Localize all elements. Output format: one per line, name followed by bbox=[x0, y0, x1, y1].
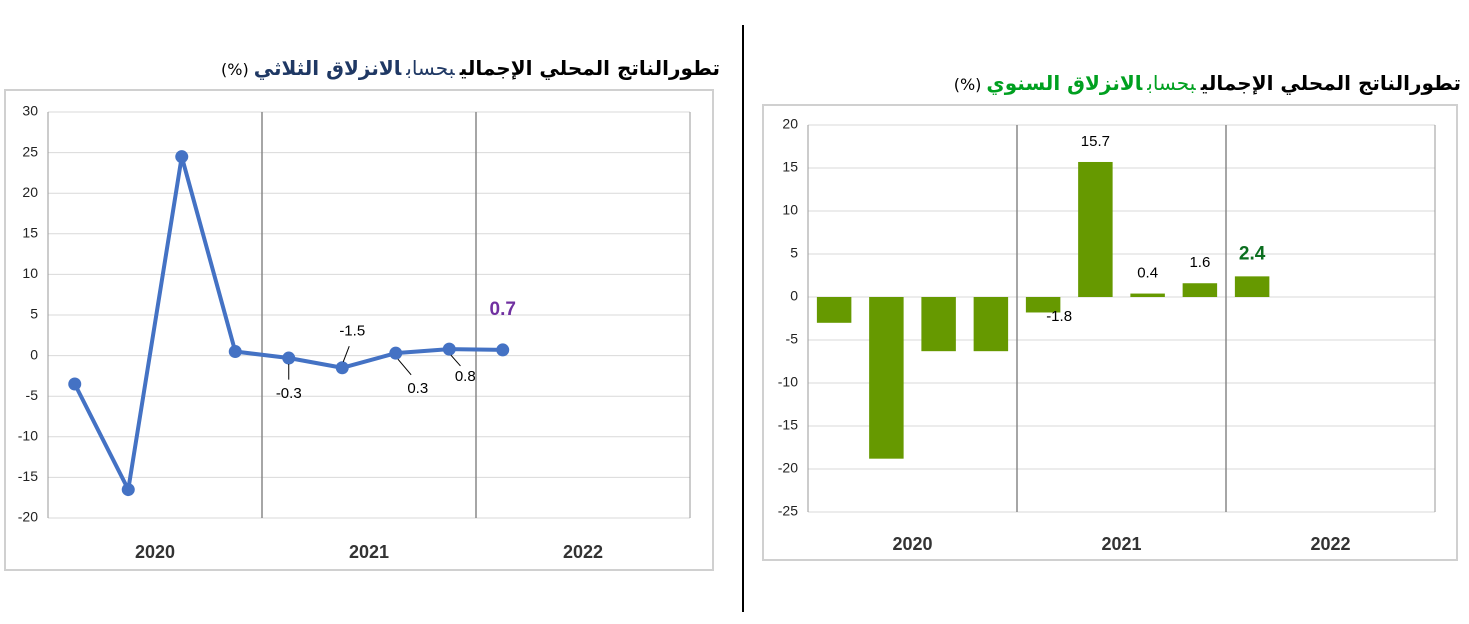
title-part: بحساب bbox=[1147, 71, 1196, 95]
y-tick-label: -20 bbox=[18, 509, 38, 525]
title-part: (%) bbox=[953, 75, 982, 94]
y-tick-label: 10 bbox=[22, 265, 38, 281]
point bbox=[121, 483, 135, 497]
data-label: 15.7 bbox=[1081, 133, 1110, 150]
y-tick-label: -15 bbox=[778, 417, 798, 433]
bar bbox=[1078, 161, 1113, 297]
chart-frame bbox=[4, 89, 714, 571]
y-tick-label: 25 bbox=[22, 143, 38, 159]
point bbox=[228, 345, 242, 359]
x-group-label: 2022 bbox=[1310, 534, 1350, 554]
y-tick-label: 10 bbox=[782, 202, 798, 218]
y-tick-label: 20 bbox=[22, 184, 38, 200]
bar bbox=[816, 297, 852, 323]
chart-title: تطورالناتج المحلي الإجماليبحسابالانزلاق … bbox=[216, 56, 720, 80]
x-group-label: 2020 bbox=[135, 542, 175, 562]
title-part: بحساب bbox=[406, 56, 455, 80]
point bbox=[282, 351, 296, 365]
x-group-label: 2022 bbox=[563, 542, 603, 562]
leader-line bbox=[342, 346, 350, 362]
bar bbox=[1234, 276, 1270, 297]
line bbox=[72, 156, 503, 496]
bar bbox=[1025, 297, 1061, 313]
title-part: الانزلاق الثلاثي bbox=[253, 56, 402, 80]
y-tick-label: 15 bbox=[782, 159, 798, 175]
chart-frame bbox=[762, 104, 1458, 561]
y-tick-label: 5 bbox=[30, 306, 38, 322]
data-label: 0.3 bbox=[407, 380, 428, 397]
title-part: تطورالناتج المحلي الإجمالي bbox=[459, 56, 720, 80]
point bbox=[175, 150, 189, 164]
bar bbox=[1130, 293, 1165, 297]
chart-title: تطورالناتج المحلي الإجماليبحسابالانزلاق … bbox=[949, 71, 1461, 95]
y-tick-label: -5 bbox=[786, 331, 799, 347]
point bbox=[442, 342, 456, 356]
data-label: -1.5 bbox=[339, 323, 365, 340]
data-label: 1.6 bbox=[1189, 254, 1210, 271]
y-tick-label: 5 bbox=[790, 245, 798, 261]
bar bbox=[1182, 283, 1218, 297]
title-part: تطورالناتج المحلي الإجمالي bbox=[1200, 71, 1461, 95]
y-tick-label: 15 bbox=[22, 225, 38, 241]
data-label: -0.3 bbox=[276, 385, 302, 402]
y-tick-label: -15 bbox=[18, 468, 38, 484]
bar bbox=[921, 297, 956, 352]
bar bbox=[973, 297, 1009, 352]
y-tick-label: -10 bbox=[18, 428, 38, 444]
data-label: -1.8 bbox=[1046, 308, 1072, 325]
leader-line bbox=[397, 358, 412, 376]
y-tick-label: -20 bbox=[778, 460, 798, 476]
data-label: 2.4 bbox=[1239, 243, 1266, 264]
point bbox=[335, 361, 349, 375]
x-group-label: 2020 bbox=[892, 534, 932, 554]
title-part: الانزلاق السنوي bbox=[986, 71, 1143, 95]
point bbox=[496, 343, 510, 357]
title-part: (%) bbox=[221, 60, 249, 79]
data-label: 0.8 bbox=[455, 368, 476, 385]
data-label: 0.7 bbox=[490, 299, 516, 320]
y-tick-label: 0 bbox=[30, 346, 38, 362]
y-tick-label: -5 bbox=[26, 387, 39, 403]
x-group-label: 2021 bbox=[349, 542, 389, 562]
point bbox=[389, 346, 403, 360]
y-tick-label: 0 bbox=[790, 288, 798, 304]
y-tick-label: -10 bbox=[778, 374, 798, 390]
leader-line bbox=[450, 354, 461, 367]
point bbox=[68, 377, 82, 391]
y-tick-label: 30 bbox=[22, 103, 38, 119]
y-tick-label: -25 bbox=[778, 503, 798, 519]
y-tick-label: 20 bbox=[782, 116, 798, 132]
bar bbox=[869, 297, 904, 459]
x-group-label: 2021 bbox=[1101, 534, 1141, 554]
data-label: 0.4 bbox=[1137, 265, 1158, 282]
